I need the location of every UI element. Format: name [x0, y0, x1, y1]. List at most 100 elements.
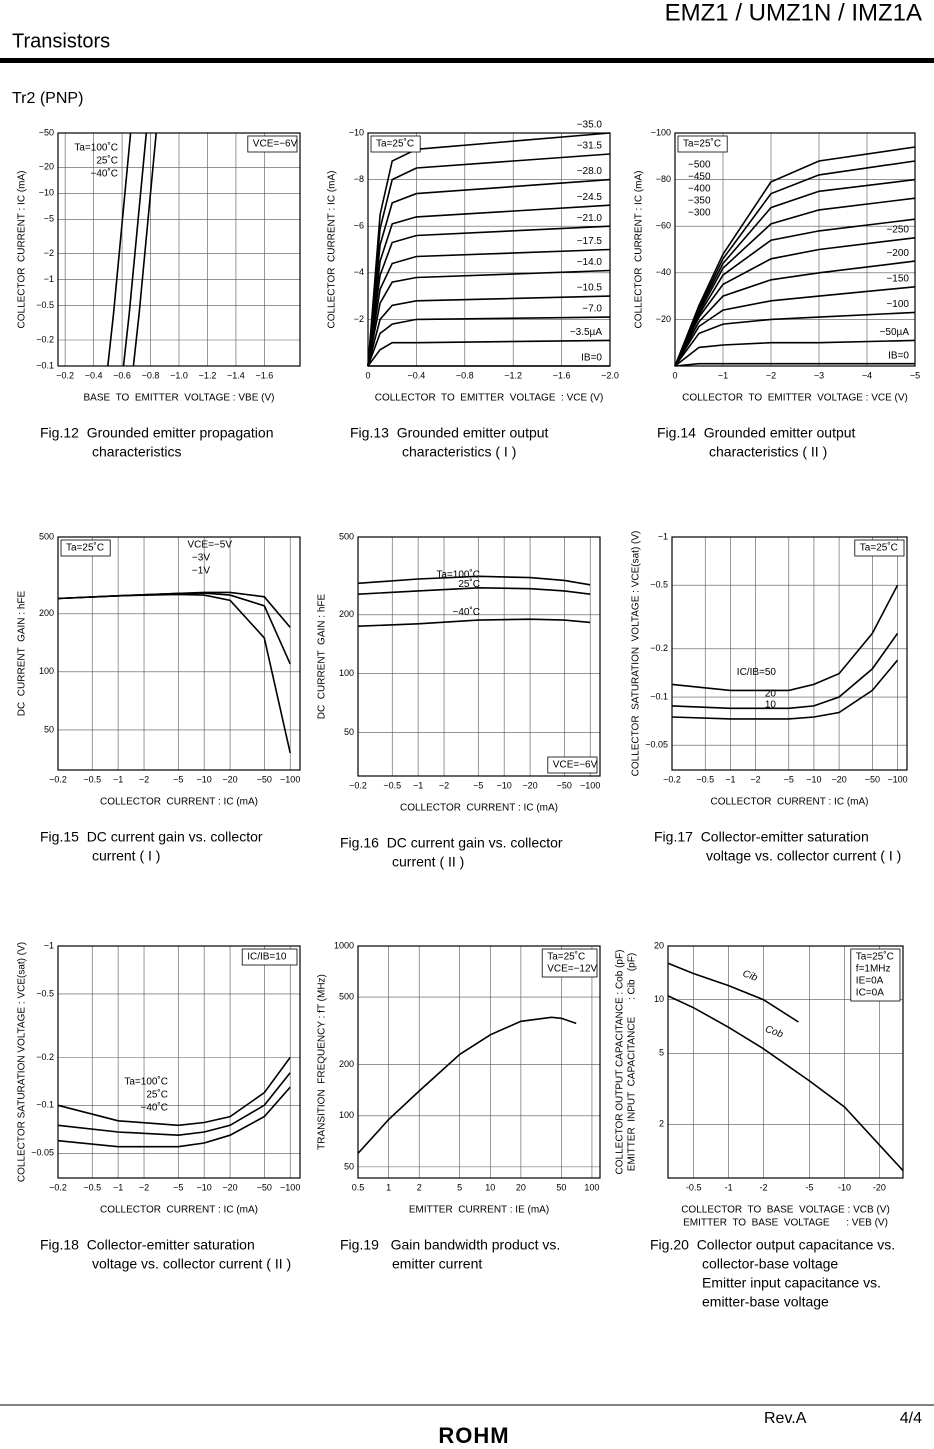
x-tick-label: −10: [197, 1182, 212, 1192]
figure-caption: Fig.18 Collector-emitter saturation: [40, 1237, 255, 1253]
y-tick-label: 100: [339, 1110, 354, 1120]
y-tick-label: 100: [39, 666, 54, 676]
curve: [367, 248, 611, 367]
curve-label: −100: [886, 299, 909, 310]
x-tick-label: −10: [497, 780, 512, 790]
x-axis-label: COLLECTOR CURRENT : IC (mA): [100, 797, 258, 808]
x-tick-label: −2.0: [601, 370, 619, 380]
figure-caption: Fig.16 DC current gain vs. collector: [340, 835, 563, 851]
y-tick-label: 2: [659, 1119, 664, 1129]
x-tick-label: −0.6: [113, 370, 131, 380]
y-tick-label: −0.2: [650, 643, 668, 653]
curve-label: −21.0: [577, 213, 603, 224]
curve: [357, 575, 591, 586]
curve: [674, 218, 916, 367]
x-tick-label: -0.5: [686, 1182, 702, 1192]
figure-caption: Fig.20 Collector output capacitance vs.: [650, 1237, 895, 1253]
x-tick-label: −2: [439, 780, 449, 790]
annotation-box: [60, 539, 111, 557]
x-tick-label: −20: [831, 774, 846, 784]
y-axis-label: COLLECTOR CURRENT : IC (mA): [634, 171, 645, 329]
x-axis-label: EMITTER TO BASE VOLTAGE : VEB (V): [683, 1218, 888, 1229]
y-tick-label: 200: [39, 608, 54, 618]
curve-label: VCE=−5V: [188, 540, 233, 551]
curve-label: IB=0: [581, 353, 602, 364]
x-tick-label: −1: [113, 1182, 123, 1192]
y-axis-label: TRANSITION FREQUENCY : fT (MHz): [317, 974, 328, 1150]
x-tick-label: −20: [522, 780, 537, 790]
y-tick-label: 100: [339, 668, 354, 678]
curve: [671, 659, 899, 720]
figure-caption: Fig.19 Gain bandwidth product vs.: [340, 1237, 560, 1253]
y-tick-label: −1: [658, 531, 668, 541]
curve: [674, 362, 915, 367]
y-axis-label: COLLECTOR CURRENT : IC (mA): [327, 171, 338, 329]
curve: [674, 260, 916, 367]
figure-caption: voltage vs. collector current ( I ): [706, 848, 901, 864]
x-tick-label: 20: [516, 1182, 526, 1192]
curve: [367, 204, 611, 367]
x-tick-label: −0.2: [49, 774, 67, 784]
figure-caption: characteristics ( I ): [402, 444, 516, 460]
x-tick-label: −1.6: [553, 370, 571, 380]
annotation-box: [247, 135, 298, 153]
curve: [57, 1056, 291, 1127]
curve-label: −400: [688, 184, 711, 195]
annotation: VCE=−6V: [253, 139, 298, 150]
header-rule: [0, 58, 934, 63]
x-tick-label: −1.2: [199, 370, 217, 380]
curve: [367, 153, 611, 367]
x-tick-label: −5: [173, 1182, 183, 1192]
curve-label: −300: [688, 208, 711, 219]
annotation-box: [677, 135, 728, 153]
figure-caption: characteristics: [92, 444, 181, 460]
curve-label: −7.0: [582, 304, 602, 315]
x-tick-label: −2: [139, 1182, 149, 1192]
plot-frame: [357, 945, 601, 1179]
y-tick-label: 1000: [334, 940, 354, 950]
curve: [57, 1072, 291, 1137]
annotation: IE=0A: [856, 976, 884, 987]
curve: [674, 286, 916, 367]
x-tick-label: −0.8: [456, 370, 474, 380]
page-number: 4/4: [900, 1410, 922, 1427]
x-tick-label: −2: [139, 774, 149, 784]
x-tick-label: −0.4: [85, 370, 103, 380]
curve: [367, 295, 611, 367]
figure-caption: current ( II ): [392, 854, 464, 870]
x-tick-label: −50: [257, 774, 272, 784]
x-tick-label: −0.5: [696, 774, 714, 784]
y-tick-label: 500: [39, 531, 54, 541]
x-tick-label: −20: [222, 774, 237, 784]
y-tick-label: −0.2: [36, 334, 54, 344]
x-tick-label: −1.4: [227, 370, 245, 380]
plot-frame: [57, 536, 301, 771]
figure-caption: Fig.15 DC current gain vs. collector: [40, 829, 263, 845]
x-tick-label: −100: [280, 774, 300, 784]
x-axis-label: COLLECTOR TO EMITTER VOLTAGE : VCE (V): [682, 393, 908, 404]
part-title: EMZ1 / UMZ1N / IMZ1A: [665, 0, 922, 26]
y-tick-label: −0.1: [650, 691, 668, 701]
curve-label: Cob: [763, 1024, 784, 1041]
figure-caption: Fig.17 Collector-emitter saturation: [654, 829, 869, 845]
curve-label: 10: [765, 700, 777, 711]
curve: [671, 632, 899, 710]
curve-label: Ta=100˚C: [436, 568, 480, 580]
y-tick-label: −0.1: [36, 1100, 54, 1110]
x-tick-label: -1: [725, 1182, 733, 1192]
curve: [674, 339, 916, 367]
curve-label: 25˚C: [458, 578, 480, 590]
y-tick-label: −0.1: [36, 360, 54, 370]
curve: [357, 1016, 577, 1154]
y-tick-label: 50: [44, 724, 54, 734]
annotation: Ta=25˚C: [547, 951, 585, 963]
y-tick-label: 50: [344, 1161, 354, 1171]
x-tick-label: −1: [718, 370, 728, 380]
x-tick-label: −0.8: [142, 370, 160, 380]
y-tick-label: −1: [44, 274, 54, 284]
x-tick-label: −100: [887, 774, 907, 784]
y-axis-label: COLLECTOR OUTPUT CAPACITANCE : Cob (pF): [615, 950, 626, 1175]
x-tick-label: 50: [556, 1182, 566, 1192]
x-tick-label: −50: [865, 774, 880, 784]
x-tick-label: −50: [557, 780, 572, 790]
